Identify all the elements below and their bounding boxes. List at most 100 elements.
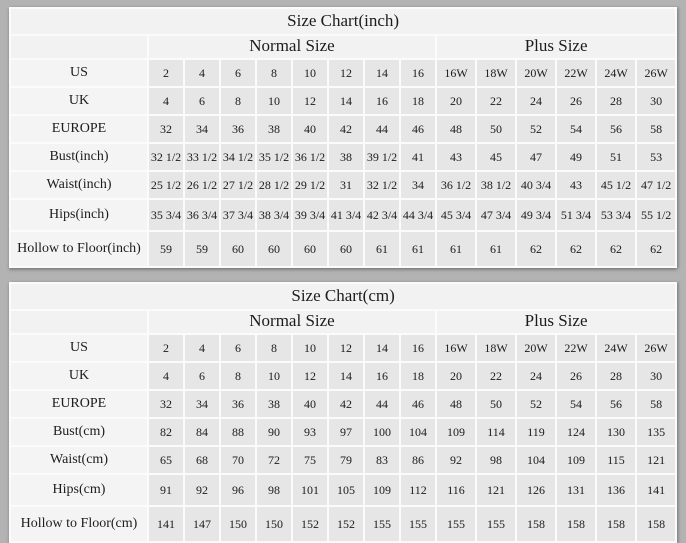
- cell-value: 130: [597, 419, 635, 445]
- cell-value: 24W: [597, 60, 635, 86]
- cell-value: 52: [517, 391, 555, 417]
- cell-value: 8: [221, 363, 255, 389]
- row-label: US: [11, 60, 147, 86]
- cell-value: 98: [477, 447, 515, 473]
- cell-value: 32 1/2: [365, 172, 399, 198]
- row-label: Hollow to Floor(cm): [11, 507, 147, 541]
- cell-value: 18: [401, 363, 435, 389]
- cell-value: 49: [557, 144, 595, 170]
- cell-value: 83: [365, 447, 399, 473]
- cell-value: 121: [477, 475, 515, 505]
- cell-value: 53: [637, 144, 676, 170]
- cell-value: 36 3/4: [185, 200, 219, 230]
- table-row: UK 4 6 8 10 12 14 16 18 20 22 24 26 28 30: [11, 363, 676, 389]
- cell-value: 36: [221, 116, 255, 142]
- table-row: Hollow to Floor(inch) 59 59 60 60 60 60 61 61 61 6…: [11, 232, 676, 266]
- cell-value: 41: [401, 144, 435, 170]
- row-label: Waist(inch): [11, 172, 147, 198]
- cell-value: 8: [257, 335, 291, 361]
- cell-value: 124: [557, 419, 595, 445]
- cell-value: 10: [257, 363, 291, 389]
- cell-value: 158: [557, 507, 595, 541]
- corner-cell: [11, 36, 147, 58]
- cell-value: 8: [257, 60, 291, 86]
- cell-value: 68: [185, 447, 219, 473]
- cell-value: 61: [477, 232, 515, 266]
- cell-value: 28: [597, 88, 635, 114]
- cell-value: 16W: [437, 60, 475, 86]
- cell-value: 4: [185, 60, 219, 86]
- cell-value: 88: [221, 419, 255, 445]
- group-header-plus-size: Plus Size: [437, 311, 676, 333]
- cell-value: 96: [221, 475, 255, 505]
- cell-value: 72: [257, 447, 291, 473]
- cell-value: 12: [329, 60, 363, 86]
- cell-value: 47 1/2: [637, 172, 676, 198]
- cell-value: 98: [257, 475, 291, 505]
- cell-value: 24: [517, 88, 555, 114]
- cell-value: 46: [401, 116, 435, 142]
- cell-value: 8: [221, 88, 255, 114]
- cell-value: 91: [149, 475, 183, 505]
- cell-value: 2: [149, 60, 183, 86]
- cell-value: 158: [637, 507, 676, 541]
- cell-value: 48: [437, 116, 475, 142]
- cell-value: 82: [149, 419, 183, 445]
- cell-value: 155: [401, 507, 435, 541]
- cell-value: 14: [365, 335, 399, 361]
- cell-value: 47: [517, 144, 555, 170]
- cell-value: 50: [477, 391, 515, 417]
- cell-value: 45 3/4: [437, 200, 475, 230]
- cell-value: 60: [221, 232, 255, 266]
- cell-value: 121: [637, 447, 676, 473]
- cell-value: 84: [185, 419, 219, 445]
- cell-value: 56: [597, 116, 635, 142]
- cell-value: 51 3/4: [557, 200, 595, 230]
- corner-cell: [11, 311, 147, 333]
- cell-value: 4: [185, 335, 219, 361]
- size-chart-tables-container: Size Chart(inch) Normal Size Plus Size US 2 4…: [9, 7, 678, 543]
- cell-value: 152: [293, 507, 327, 541]
- cell-value: 28: [597, 363, 635, 389]
- cell-value: 29 1/2: [293, 172, 327, 198]
- row-label: UK: [11, 88, 147, 114]
- cell-value: 20W: [517, 60, 555, 86]
- cell-value: 158: [597, 507, 635, 541]
- cell-value: 38: [329, 144, 363, 170]
- table-title-row: Size Chart(cm): [11, 284, 676, 309]
- cell-value: 155: [437, 507, 475, 541]
- cell-value: 40 3/4: [517, 172, 555, 198]
- cell-value: 26W: [637, 335, 676, 361]
- row-label: Hips(cm): [11, 475, 147, 505]
- row-label: Bust(cm): [11, 419, 147, 445]
- cell-value: 86: [401, 447, 435, 473]
- cell-value: 27 1/2: [221, 172, 255, 198]
- table-title-row: Size Chart(inch): [11, 9, 676, 34]
- cell-value: 131: [557, 475, 595, 505]
- cell-value: 126: [517, 475, 555, 505]
- cell-value: 141: [149, 507, 183, 541]
- cell-value: 30: [637, 88, 676, 114]
- cell-value: 93: [293, 419, 327, 445]
- cell-value: 34: [401, 172, 435, 198]
- cell-value: 75: [293, 447, 327, 473]
- row-label: Bust(inch): [11, 144, 147, 170]
- cell-value: 43: [557, 172, 595, 198]
- cell-value: 54: [557, 391, 595, 417]
- cell-value: 135: [637, 419, 676, 445]
- cell-value: 32: [149, 391, 183, 417]
- row-label: EUROPE: [11, 116, 147, 142]
- cell-value: 36 1/2: [293, 144, 327, 170]
- cell-value: 62: [597, 232, 635, 266]
- cell-value: 51: [597, 144, 635, 170]
- cell-value: 6: [185, 88, 219, 114]
- cell-value: 20: [437, 363, 475, 389]
- cell-value: 12: [293, 88, 327, 114]
- cell-value: 59: [185, 232, 219, 266]
- cell-value: 16: [365, 363, 399, 389]
- row-label: Hips(inch): [11, 200, 147, 230]
- cell-value: 79: [329, 447, 363, 473]
- size-chart-table: Size Chart(inch) Normal Size Plus Size US 2 4…: [9, 7, 678, 268]
- cell-value: 60: [257, 232, 291, 266]
- cell-value: 62: [517, 232, 555, 266]
